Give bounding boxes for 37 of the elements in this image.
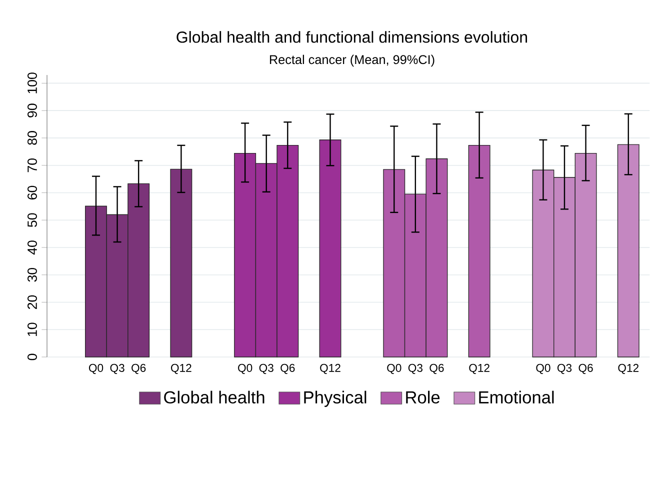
x-tick-label: Q12	[320, 364, 340, 374]
y-tick-label: 30	[28, 268, 37, 282]
bar	[468, 145, 490, 358]
y-tick-label: 60	[28, 186, 37, 200]
y-tick-label: 40	[28, 240, 37, 255]
legend-label: Physical	[304, 390, 366, 407]
chart-subtitle: Rectal cancer (Mean, 99%CI)	[270, 54, 434, 67]
x-tick-label: Q12	[469, 364, 490, 374]
bar	[319, 140, 342, 358]
y-tick-label: 0	[28, 354, 37, 360]
bar	[170, 168, 192, 358]
x-tick-label: Q0	[238, 364, 252, 374]
y-tick-label: 100	[28, 72, 37, 94]
x-tick-label: Q6	[430, 364, 444, 374]
chart-title: Global health and functional dimensions evolution	[176, 31, 528, 43]
y-tick-label: 20	[28, 295, 37, 309]
x-tick-label: Q3	[557, 364, 572, 374]
x-tick-label: Q6	[578, 364, 593, 374]
bar	[617, 144, 640, 358]
x-tick-label: Q3	[408, 364, 422, 374]
x-tick-label: Q6	[280, 364, 295, 374]
x-tick-label: Q12	[171, 364, 192, 374]
y-tick-label: 80	[28, 131, 37, 145]
x-tick-label: Q3	[110, 364, 124, 374]
x-tick-label: Q3	[259, 364, 274, 374]
x-tick-label: Q0	[536, 364, 550, 374]
x-tick-label: Q0	[88, 364, 104, 374]
legend-label: Global health	[164, 390, 264, 404]
legend-label: Role	[406, 390, 440, 404]
x-tick-label: Q0	[387, 364, 402, 374]
y-tick-label: 50	[28, 213, 37, 227]
x-tick-label: Q6	[132, 364, 146, 374]
legend-label: Emotional	[479, 390, 554, 404]
y-tick-label: 90	[28, 104, 37, 118]
x-tick-label: Q12	[618, 364, 639, 374]
y-tick-label: 10	[28, 322, 37, 336]
y-tick-label: 70	[28, 158, 37, 172]
